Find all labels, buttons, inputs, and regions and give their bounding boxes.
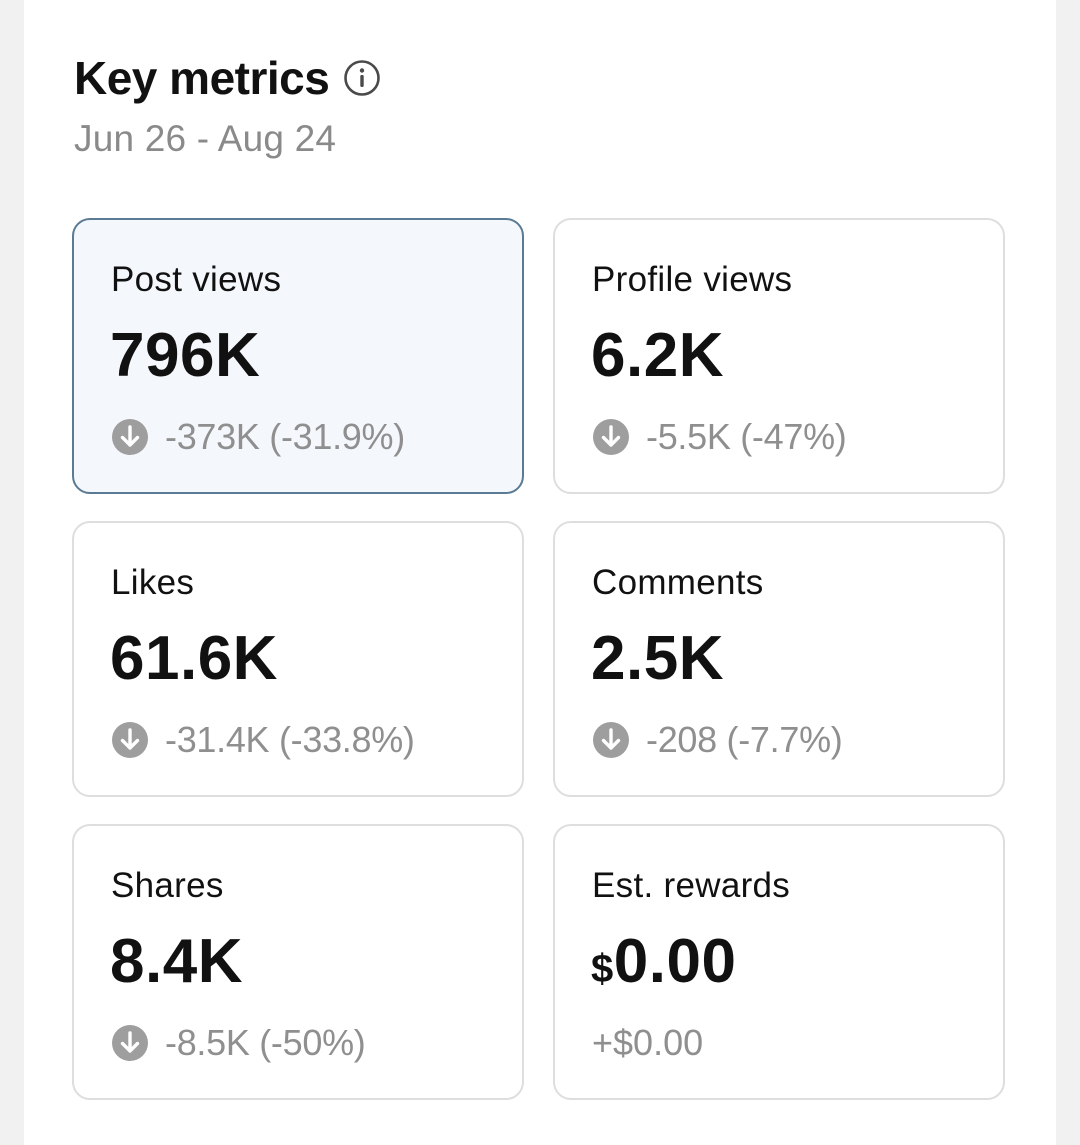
currency-symbol: $ — [591, 947, 614, 991]
arrow-down-circle-icon — [111, 418, 149, 456]
metric-change: -208 (-7.7%) — [592, 719, 843, 761]
arrow-down-circle-icon — [111, 721, 149, 759]
arrow-down-circle-icon — [592, 721, 630, 759]
metric-change-text: -31.4K (-33.8%) — [165, 719, 415, 760]
metric-card-post-views[interactable]: Post views 796K -373K (-31.9%) — [72, 218, 524, 494]
metric-change-text: -8.5K (-50%) — [165, 1022, 366, 1063]
metric-change-text: +$0.00 — [592, 1022, 704, 1063]
metric-value-number: 0.00 — [613, 927, 737, 996]
info-icon[interactable] — [343, 59, 381, 97]
metric-card-est-rewards[interactable]: Est. rewards $0.00 +$0.00 — [553, 824, 1005, 1100]
metric-value: 796K — [110, 321, 261, 390]
metric-card-likes[interactable]: Likes 61.6K -31.4K (-33.8%) — [72, 521, 524, 797]
metric-change-text: -373K (-31.9%) — [165, 416, 405, 457]
metric-change: -373K (-31.9%) — [111, 416, 405, 458]
page-title: Key metrics — [74, 52, 330, 104]
arrow-down-circle-icon — [592, 418, 630, 456]
metric-card-comments[interactable]: Comments 2.5K -208 (-7.7%) — [553, 521, 1005, 797]
metric-value: 61.6K — [110, 624, 278, 693]
key-metrics-header: Key metrics Jun 26 - Aug 24 — [74, 48, 381, 160]
metric-value: 6.2K — [591, 321, 724, 390]
arrow-down-circle-icon — [111, 1024, 149, 1062]
metric-change: -8.5K (-50%) — [111, 1022, 366, 1064]
metric-value: 8.4K — [110, 927, 243, 996]
metric-change: -31.4K (-33.8%) — [111, 719, 415, 761]
metric-card-profile-views[interactable]: Profile views 6.2K -5.5K (-47%) — [553, 218, 1005, 494]
metric-change-text: -208 (-7.7%) — [646, 719, 843, 760]
title-row: Key metrics — [74, 48, 381, 108]
metric-label: Shares — [111, 866, 224, 905]
metric-card-shares[interactable]: Shares 8.4K -8.5K (-50%) — [72, 824, 524, 1100]
metric-value: 2.5K — [591, 624, 724, 693]
metric-change: -5.5K (-47%) — [592, 416, 847, 458]
metric-change-text: -5.5K (-47%) — [646, 416, 847, 457]
metric-label: Comments — [592, 563, 764, 602]
metric-label: Likes — [111, 563, 195, 602]
key-metrics-panel: Key metrics Jun 26 - Aug 24 Post views 7… — [24, 0, 1056, 1145]
metric-label: Post views — [111, 260, 282, 299]
metric-label: Est. rewards — [592, 866, 791, 905]
metric-value: $0.00 — [591, 926, 736, 997]
date-range: Jun 26 - Aug 24 — [74, 118, 337, 159]
metric-label: Profile views — [592, 260, 793, 299]
